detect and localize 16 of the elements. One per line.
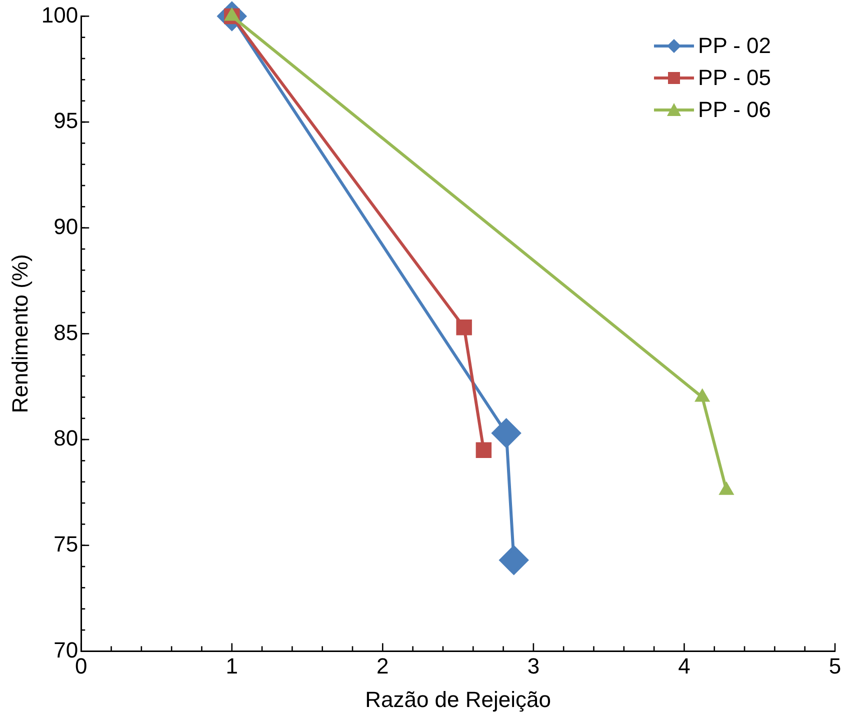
y-tick-label: 80 [54,426,78,451]
x-tick-label: 5 [828,653,842,678]
y-tick-label: 85 [54,320,78,345]
x-tick-label: 1 [226,653,238,678]
x-tick-label: 2 [376,653,389,678]
y-tick-label: 100 [41,2,78,28]
legend-label: PP - 05 [698,65,771,91]
x-axis-title: Razão de Rejeição [365,686,552,712]
legend-label: PP - 06 [698,97,771,123]
y-tick-label: 95 [54,108,78,134]
y-tick-label: 75 [54,531,78,556]
x-tick-label: 3 [527,653,540,678]
y-axis-title: Rendimento (%) [7,254,32,414]
x-tick-label: 4 [678,653,690,678]
y-tick-label: 90 [54,214,78,239]
legend-label: PP - 02 [698,33,771,59]
